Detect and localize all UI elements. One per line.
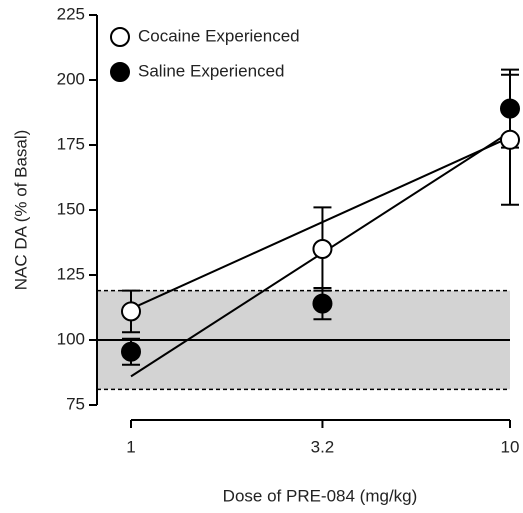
y-tick-label: 175: [57, 134, 85, 153]
x-tick-label: 3.2: [311, 437, 335, 456]
data-point: [121, 301, 141, 322]
data-point: [500, 98, 520, 119]
legend-marker: [110, 27, 130, 47]
x-tick-label: 10: [501, 437, 520, 456]
data-point: [500, 129, 520, 150]
x-tick-label: 1: [126, 437, 135, 456]
fit-line: [130, 136, 511, 310]
data-point: [312, 239, 333, 259]
y-tick-label: 200: [57, 69, 85, 88]
data-point: [312, 293, 333, 314]
legend-label: Saline Experienced: [138, 61, 284, 80]
y-tick-label: 150: [57, 199, 85, 218]
legend-label: Cocaine Experienced: [138, 26, 300, 45]
data-point: [121, 341, 141, 362]
y-tick-label: 75: [66, 394, 85, 413]
legend-marker: [110, 62, 130, 82]
y-tick-label: 125: [57, 264, 85, 283]
y-tick-label: 225: [57, 4, 85, 23]
y-tick-label: 100: [57, 329, 85, 348]
x-axis-label: Dose of PRE-084 (mg/kg): [223, 486, 418, 505]
y-axis-label: NAC DA (% of Basal): [11, 130, 30, 291]
